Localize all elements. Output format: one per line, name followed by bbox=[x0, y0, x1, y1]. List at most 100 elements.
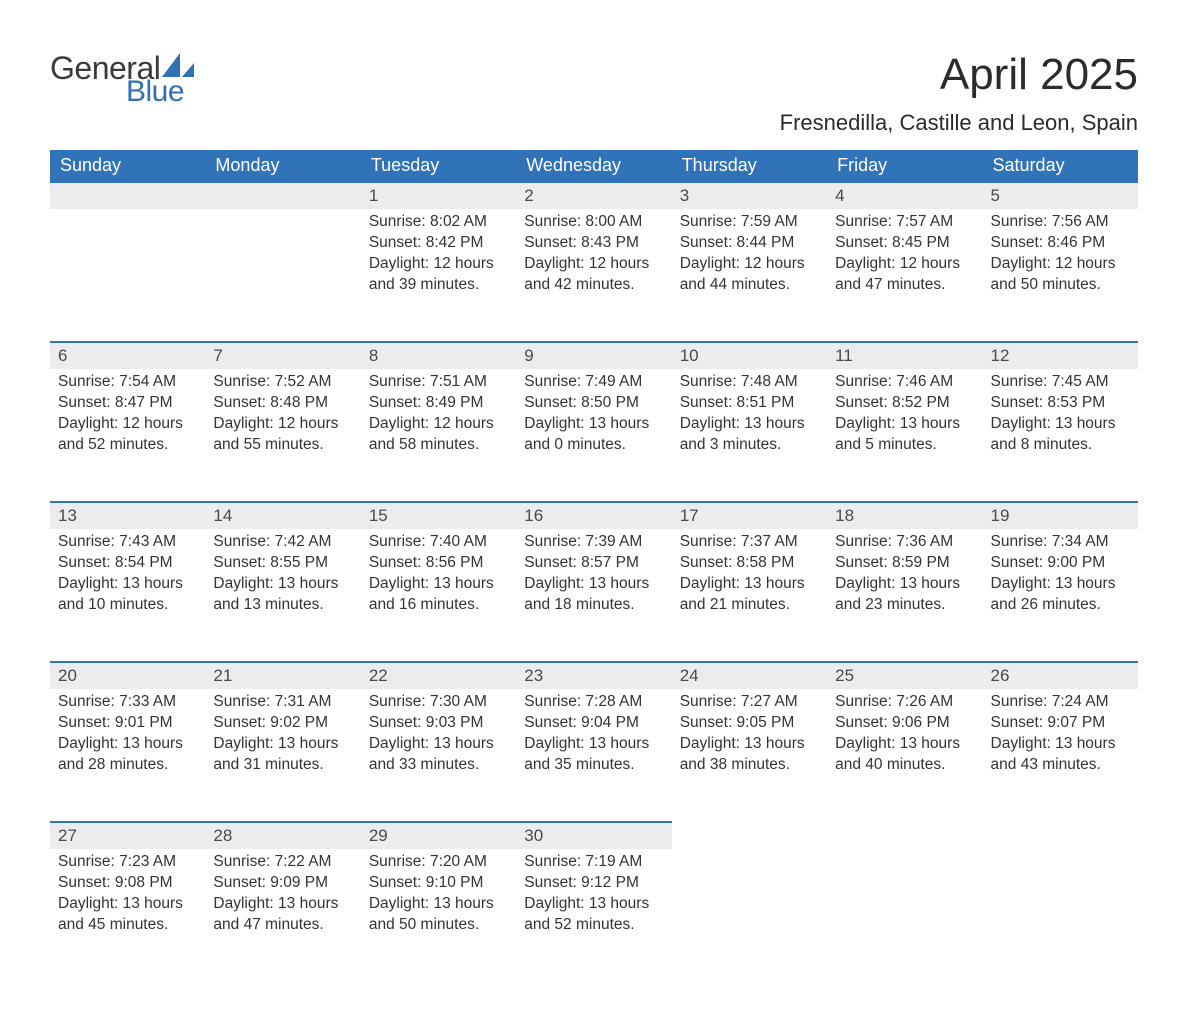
sunrise-line: Sunrise: 7:36 AM bbox=[835, 532, 974, 553]
d2-line: and 21 minutes. bbox=[680, 595, 819, 616]
day-cell: Sunrise: 7:26 AMSunset: 9:06 PMDaylight:… bbox=[827, 689, 982, 821]
day-number-cell: 24 bbox=[672, 661, 827, 689]
day-cell: Sunrise: 7:37 AMSunset: 8:58 PMDaylight:… bbox=[672, 529, 827, 661]
day-number: 27 bbox=[50, 821, 205, 849]
day-cell: Sunrise: 7:36 AMSunset: 8:59 PMDaylight:… bbox=[827, 529, 982, 661]
sunset-line: Sunset: 9:06 PM bbox=[835, 713, 974, 734]
day-number-cell: 25 bbox=[827, 661, 982, 689]
d1-line: Daylight: 13 hours bbox=[991, 414, 1130, 435]
d2-line: and 16 minutes. bbox=[369, 595, 508, 616]
day-number: 1 bbox=[361, 181, 516, 209]
day-number-cell: 14 bbox=[205, 501, 360, 529]
day-details: Sunrise: 7:37 AMSunset: 8:58 PMDaylight:… bbox=[672, 529, 827, 626]
day-cell: Sunrise: 7:27 AMSunset: 9:05 PMDaylight:… bbox=[672, 689, 827, 821]
d2-line: and 47 minutes. bbox=[835, 275, 974, 296]
sunrise-line: Sunrise: 7:51 AM bbox=[369, 372, 508, 393]
d1-line: Daylight: 13 hours bbox=[58, 734, 197, 755]
sunrise-line: Sunrise: 7:42 AM bbox=[213, 532, 352, 553]
d1-line: Daylight: 13 hours bbox=[680, 414, 819, 435]
day-cell: Sunrise: 8:00 AMSunset: 8:43 PMDaylight:… bbox=[516, 209, 671, 341]
weekday-header-row: Sunday Monday Tuesday Wednesday Thursday… bbox=[50, 150, 1138, 181]
day-number: 25 bbox=[827, 661, 982, 689]
d1-line: Daylight: 13 hours bbox=[213, 734, 352, 755]
day-number: 8 bbox=[361, 341, 516, 369]
day-number: 20 bbox=[50, 661, 205, 689]
day-details: Sunrise: 8:00 AMSunset: 8:43 PMDaylight:… bbox=[516, 209, 671, 306]
d2-line: and 8 minutes. bbox=[991, 435, 1130, 456]
day-details: Sunrise: 7:43 AMSunset: 8:54 PMDaylight:… bbox=[50, 529, 205, 626]
sunset-line: Sunset: 8:55 PM bbox=[213, 553, 352, 574]
day-cell: Sunrise: 7:33 AMSunset: 9:01 PMDaylight:… bbox=[50, 689, 205, 821]
day-number-cell: 9 bbox=[516, 341, 671, 369]
day-number: 17 bbox=[672, 501, 827, 529]
day-number-cell: 13 bbox=[50, 501, 205, 529]
day-number-cell: 28 bbox=[205, 821, 360, 849]
day-cell: Sunrise: 7:22 AMSunset: 9:09 PMDaylight:… bbox=[205, 849, 360, 981]
d2-line: and 42 minutes. bbox=[524, 275, 663, 296]
day-number-cell: 18 bbox=[827, 501, 982, 529]
d2-line: and 28 minutes. bbox=[58, 755, 197, 776]
sunset-line: Sunset: 9:07 PM bbox=[991, 713, 1130, 734]
day-details: Sunrise: 7:20 AMSunset: 9:10 PMDaylight:… bbox=[361, 849, 516, 946]
day-number-cell: 27 bbox=[50, 821, 205, 849]
day-details: Sunrise: 7:26 AMSunset: 9:06 PMDaylight:… bbox=[827, 689, 982, 786]
day-number: 12 bbox=[983, 341, 1138, 369]
weekday-header: Monday bbox=[205, 150, 360, 181]
day-number: 19 bbox=[983, 501, 1138, 529]
day-number: 22 bbox=[361, 661, 516, 689]
weekday-header: Wednesday bbox=[516, 150, 671, 181]
week-daynum-row: 6789101112 bbox=[50, 341, 1138, 369]
day-number-cell bbox=[50, 181, 205, 209]
week-body-row: Sunrise: 8:02 AMSunset: 8:42 PMDaylight:… bbox=[50, 209, 1138, 341]
week-body-row: Sunrise: 7:54 AMSunset: 8:47 PMDaylight:… bbox=[50, 369, 1138, 501]
day-cell: Sunrise: 7:49 AMSunset: 8:50 PMDaylight:… bbox=[516, 369, 671, 501]
day-number: 29 bbox=[361, 821, 516, 849]
d1-line: Daylight: 13 hours bbox=[680, 734, 819, 755]
sunset-line: Sunset: 9:03 PM bbox=[369, 713, 508, 734]
sunset-line: Sunset: 8:50 PM bbox=[524, 393, 663, 414]
d2-line: and 52 minutes. bbox=[58, 435, 197, 456]
d2-line: and 50 minutes. bbox=[369, 915, 508, 936]
weekday-header: Friday bbox=[827, 150, 982, 181]
sunset-line: Sunset: 8:53 PM bbox=[991, 393, 1130, 414]
day-details: Sunrise: 7:46 AMSunset: 8:52 PMDaylight:… bbox=[827, 369, 982, 466]
brand-logo: General Blue bbox=[50, 50, 196, 109]
day-number-cell: 1 bbox=[361, 181, 516, 209]
sunset-line: Sunset: 8:49 PM bbox=[369, 393, 508, 414]
day-number: 6 bbox=[50, 341, 205, 369]
day-number-cell: 11 bbox=[827, 341, 982, 369]
day-cell: Sunrise: 7:46 AMSunset: 8:52 PMDaylight:… bbox=[827, 369, 982, 501]
sunrise-line: Sunrise: 7:59 AM bbox=[680, 212, 819, 233]
day-details: Sunrise: 7:19 AMSunset: 9:12 PMDaylight:… bbox=[516, 849, 671, 946]
d1-line: Daylight: 13 hours bbox=[58, 574, 197, 595]
day-cell: Sunrise: 7:42 AMSunset: 8:55 PMDaylight:… bbox=[205, 529, 360, 661]
header: General Blue April 2025 Fresnedilla, Cas… bbox=[50, 50, 1138, 136]
day-number-cell: 4 bbox=[827, 181, 982, 209]
d2-line: and 31 minutes. bbox=[213, 755, 352, 776]
d1-line: Daylight: 13 hours bbox=[524, 574, 663, 595]
d2-line: and 44 minutes. bbox=[680, 275, 819, 296]
d2-line: and 58 minutes. bbox=[369, 435, 508, 456]
day-number bbox=[205, 181, 360, 209]
sunset-line: Sunset: 9:08 PM bbox=[58, 873, 197, 894]
day-cell: Sunrise: 7:39 AMSunset: 8:57 PMDaylight:… bbox=[516, 529, 671, 661]
d2-line: and 45 minutes. bbox=[58, 915, 197, 936]
sunset-line: Sunset: 8:42 PM bbox=[369, 233, 508, 254]
day-number: 24 bbox=[672, 661, 827, 689]
d2-line: and 0 minutes. bbox=[524, 435, 663, 456]
title-block: April 2025 Fresnedilla, Castille and Leo… bbox=[780, 50, 1138, 136]
day-number: 7 bbox=[205, 341, 360, 369]
day-cell: Sunrise: 7:31 AMSunset: 9:02 PMDaylight:… bbox=[205, 689, 360, 821]
d2-line: and 52 minutes. bbox=[524, 915, 663, 936]
day-details: Sunrise: 7:39 AMSunset: 8:57 PMDaylight:… bbox=[516, 529, 671, 626]
week-daynum-row: 27282930 bbox=[50, 821, 1138, 849]
day-number: 9 bbox=[516, 341, 671, 369]
location-label: Fresnedilla, Castille and Leon, Spain bbox=[780, 110, 1138, 136]
d2-line: and 38 minutes. bbox=[680, 755, 819, 776]
sunset-line: Sunset: 8:47 PM bbox=[58, 393, 197, 414]
day-number-cell bbox=[205, 181, 360, 209]
day-number: 26 bbox=[983, 661, 1138, 689]
d2-line: and 3 minutes. bbox=[680, 435, 819, 456]
day-cell: Sunrise: 7:48 AMSunset: 8:51 PMDaylight:… bbox=[672, 369, 827, 501]
sunset-line: Sunset: 8:51 PM bbox=[680, 393, 819, 414]
